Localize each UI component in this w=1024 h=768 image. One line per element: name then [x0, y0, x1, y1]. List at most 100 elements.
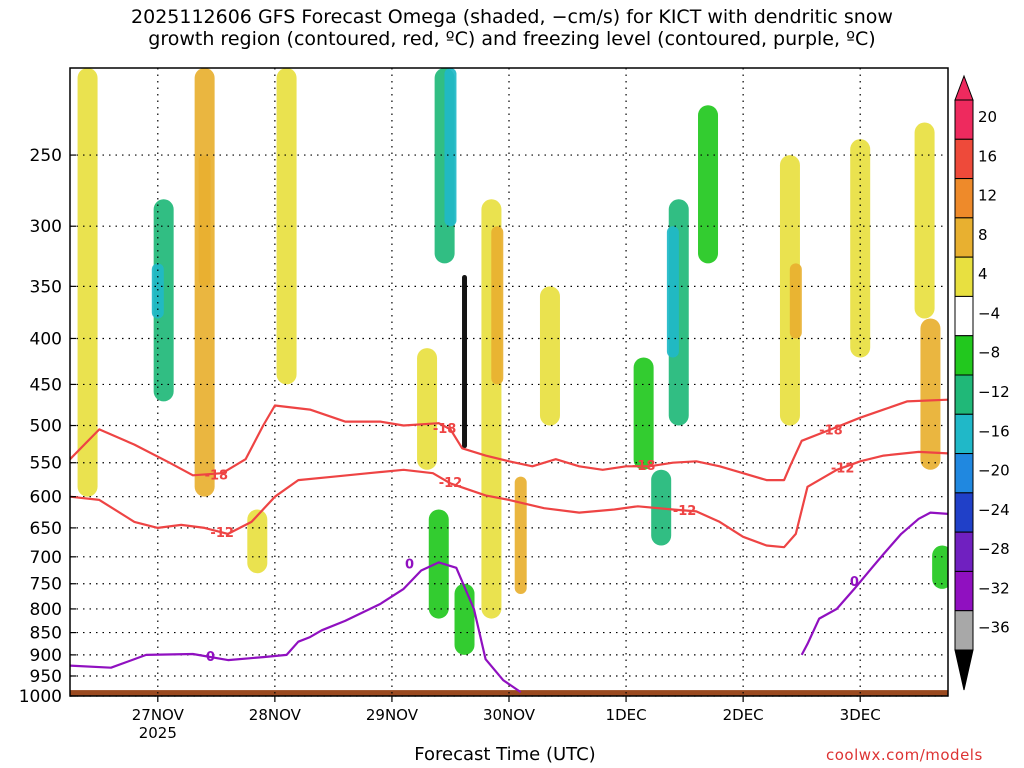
omega-patch [417, 348, 438, 470]
contour-label: -12 [439, 476, 463, 491]
omega-patch [920, 318, 941, 470]
contour-line [70, 398, 948, 482]
colorbar-label: −36 [978, 619, 1010, 637]
contour-label: -18 [632, 459, 656, 474]
y-tick-label: 550 [30, 454, 62, 474]
omega-patch [151, 263, 164, 319]
colorbar-segment [954, 256, 974, 297]
y-tick-label: 850 [30, 624, 62, 644]
contour-label: -12 [673, 504, 697, 519]
y-tick-label: 300 [30, 217, 62, 237]
x-tick-label: 27NOV [132, 706, 185, 724]
y-tick-label: 650 [30, 519, 62, 539]
colorbar-segment [954, 217, 974, 258]
title-line-1: 2025112606 GFS Forecast Omega (shaded, −… [131, 6, 893, 28]
colorbar-max-arrow [954, 74, 974, 101]
y-tick-label: 500 [30, 417, 62, 437]
colorbar-label: −16 [978, 422, 1010, 440]
colorbar-label: −20 [978, 462, 1010, 480]
omega-patch [850, 139, 871, 358]
colorbar-label: 16 [978, 147, 997, 165]
x-tick-label: 3DEC [840, 706, 881, 724]
colorbar-segment [954, 178, 974, 219]
colorbar-label: 20 [978, 108, 997, 126]
y-tick-label: 600 [30, 488, 62, 508]
colorbar-label: 4 [978, 265, 988, 283]
y-tick-label: 250 [30, 146, 62, 166]
omega-patch [633, 357, 654, 470]
x-tick-label: 29NOV [366, 706, 419, 724]
omega-patch [454, 583, 475, 655]
contour-label: -12 [831, 462, 855, 477]
y-axis-pressure: 2503003504004505005506006507007508008509… [19, 146, 76, 707]
omega-patch [77, 68, 98, 497]
colorbar-segment [954, 374, 974, 415]
chart-title: 2025112606 GFS Forecast Omega (shaded, −… [0, 6, 1024, 50]
temperature-contours: -18 -18 -18 -18 -12 -12 -12 -12 0 0 0 [70, 398, 948, 694]
omega-patch [666, 226, 679, 358]
omega-patch [491, 226, 504, 385]
y-tick-label: 400 [30, 329, 62, 349]
x-tick-label: 1DEC [606, 706, 647, 724]
omega-patch [462, 275, 468, 449]
y-tick-label: 750 [30, 575, 62, 595]
colorbar-legend: 20 16 12 8 4 −4 −8 −12 −16 −20 −24 −28 −32 −36 [954, 74, 1010, 691]
omega-patch [428, 509, 449, 619]
omega-patch [932, 545, 948, 589]
colorbar-segment [954, 610, 974, 651]
y-tick-label: 350 [30, 277, 62, 297]
colorbar-label: −28 [978, 540, 1010, 558]
colorbar-segment [954, 492, 974, 533]
omega-patch [276, 68, 297, 385]
omega-shading [77, 68, 948, 655]
y-tick-label: 800 [30, 600, 62, 620]
omega-patch [914, 122, 935, 319]
x-tick-label: 28NOV [249, 706, 302, 724]
contour-line [70, 450, 948, 549]
y-tick-label: 950 [30, 667, 62, 687]
omega-patch [539, 286, 560, 426]
x-tick-sublabel: 2025 [139, 724, 177, 742]
x-axis-title: Forecast Time (UTC) [414, 744, 596, 765]
y-tick-label: 900 [30, 646, 62, 666]
omega-patch [514, 476, 527, 595]
contour-label: 0 [405, 557, 414, 572]
contour-label: 0 [206, 650, 215, 665]
omega-patch [789, 263, 802, 339]
title-line-2: growth region (contoured, red, ºC) and f… [148, 28, 876, 50]
colorbar-segment [954, 531, 974, 572]
contour-label: -12 [210, 526, 234, 541]
contour-label: 0 [850, 575, 859, 590]
y-tick-label: 1000 [19, 687, 62, 707]
colorbar-segment [954, 335, 974, 376]
colorbar-label: −32 [978, 579, 1010, 597]
colorbar-label: −8 [978, 344, 1000, 362]
contour-label: -18 [205, 469, 229, 484]
colorbar-label: 8 [978, 226, 988, 244]
contour-line [800, 511, 948, 656]
x-tick-label: 30NOV [483, 706, 536, 724]
omega-patch [247, 509, 268, 574]
colorbar-segment [954, 138, 974, 180]
colorbar-segment [954, 295, 974, 337]
omega-patch [198, 155, 211, 287]
colorbar-label: −24 [978, 501, 1010, 519]
colorbar-segment [954, 413, 974, 455]
gridlines [70, 68, 948, 697]
colorbar-segment [954, 570, 974, 612]
contour-line [70, 561, 522, 694]
x-tick-label: 2DEC [723, 706, 764, 724]
omega-patch [444, 68, 457, 227]
colorbar-label: −4 [978, 304, 1000, 322]
contour-label: -18 [819, 423, 843, 438]
colorbar-min-arrow [954, 649, 974, 691]
y-tick-label: 700 [30, 548, 62, 568]
colorbar-label: 12 [978, 187, 997, 205]
y-tick-label: 450 [30, 375, 62, 395]
colorbar-segment [954, 453, 974, 494]
colorbar-label: −12 [978, 383, 1010, 401]
colorbar-segment [954, 99, 974, 140]
omega-patch [698, 105, 719, 264]
